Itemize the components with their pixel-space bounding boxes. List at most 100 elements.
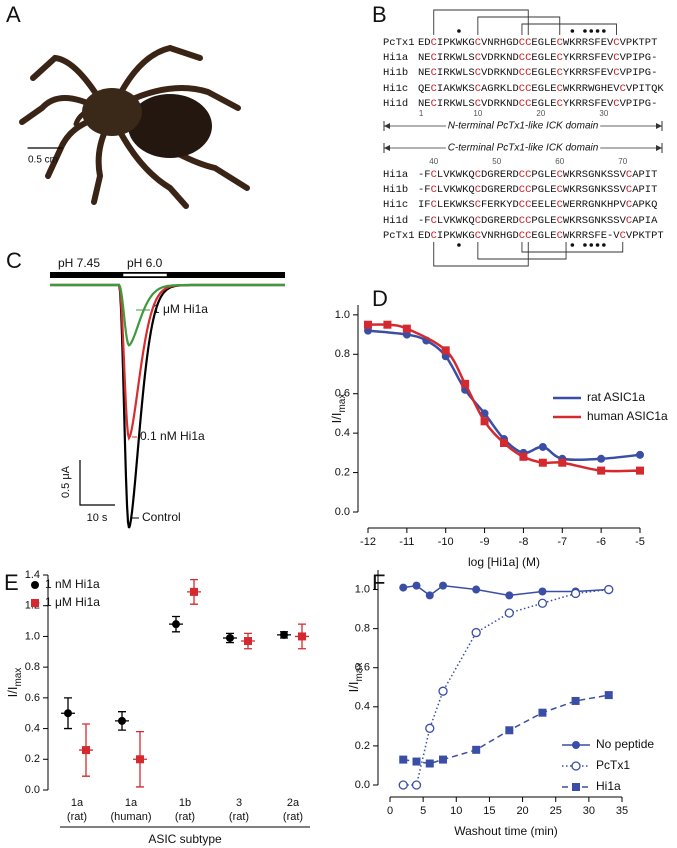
- residue: R: [575, 184, 582, 196]
- residue: V: [481, 52, 488, 64]
- residue: N: [594, 215, 600, 227]
- sequence: EDCIPKWKGCVNRHGDCCEGLECWKRRSFE-VCVPKTPT: [418, 230, 664, 242]
- residue: T: [645, 83, 651, 95]
- residue: C: [620, 230, 626, 242]
- residue: E: [424, 52, 430, 64]
- residue: W: [456, 52, 463, 64]
- marker: [441, 346, 450, 355]
- residue: Y: [563, 52, 570, 64]
- residue: V: [620, 98, 627, 110]
- residue: T: [651, 37, 657, 49]
- residue: G: [487, 184, 493, 196]
- sequence-name: Hi1a: [383, 169, 408, 181]
- residue: W: [563, 169, 570, 181]
- residue: A: [481, 83, 488, 95]
- x-tick-label: -5: [635, 536, 645, 548]
- marker: [504, 608, 514, 618]
- residue: E: [531, 52, 537, 64]
- dot: [570, 29, 575, 33]
- residue: V: [481, 230, 488, 242]
- residue: L: [544, 98, 550, 110]
- y-tick-label: 0.6: [355, 662, 370, 674]
- sequence: -FCLVKWKQCDGRERDCCPGLECWKRSGNKSSVCAPIA: [418, 215, 658, 227]
- residue: N: [594, 169, 600, 181]
- residue: R: [575, 67, 582, 79]
- residue: R: [582, 230, 589, 242]
- residue: R: [494, 199, 501, 211]
- marker: [480, 417, 489, 426]
- residue: S: [588, 230, 594, 242]
- residue: D: [424, 37, 430, 49]
- residue: C: [475, 215, 481, 227]
- residue: V: [607, 67, 614, 79]
- residue: G: [594, 83, 600, 95]
- residue: V: [607, 52, 614, 64]
- residue: R: [582, 67, 589, 79]
- residue: K: [657, 83, 664, 95]
- residue: R: [582, 199, 589, 211]
- dot: [589, 29, 594, 33]
- residue: V: [620, 199, 627, 211]
- residue: C: [525, 215, 531, 227]
- sequence-name: PcTx1: [383, 37, 415, 49]
- x-tick-label: 15: [483, 805, 495, 817]
- residue: K: [500, 199, 507, 211]
- residue: S: [468, 67, 474, 79]
- residue: H: [607, 199, 613, 211]
- marker: [398, 780, 408, 790]
- residue: G: [487, 215, 493, 227]
- residue: C: [557, 67, 563, 79]
- residue: C: [525, 184, 531, 196]
- residue: K: [462, 83, 469, 95]
- marker: [412, 581, 421, 590]
- residue: P: [443, 37, 449, 49]
- x-tick-note: (rat): [175, 811, 195, 823]
- residue: K: [569, 83, 576, 95]
- marker: [412, 757, 421, 766]
- x-tick-label: 20: [516, 805, 528, 817]
- residue: I: [645, 184, 651, 196]
- sequence-name: Hi1d: [383, 98, 408, 110]
- residue: G: [645, 67, 651, 79]
- residue: E: [531, 230, 537, 242]
- residue: C: [525, 169, 531, 181]
- marker: [425, 723, 435, 733]
- residue: R: [494, 83, 501, 95]
- residue: R: [494, 215, 501, 227]
- x-tick-label: 10: [450, 805, 462, 817]
- residue: C: [525, 83, 531, 95]
- residue: C: [475, 199, 481, 211]
- scale-bar-label: 10 s: [87, 512, 108, 524]
- y-tick-label: 0.2: [335, 466, 350, 478]
- residue: L: [544, 169, 550, 181]
- residue: K: [449, 98, 456, 110]
- marker: [505, 726, 514, 735]
- residue: A: [443, 83, 450, 95]
- residue: D: [512, 199, 518, 211]
- residue: R: [494, 184, 501, 196]
- residue-number: 30: [599, 109, 608, 118]
- residue: V: [481, 37, 488, 49]
- residue: D: [481, 215, 487, 227]
- sequence: QECIAKWKSCAGRKLDCCEGLECWKRRWGHEVCVPITQK: [418, 83, 664, 95]
- residue: R: [494, 169, 501, 181]
- y-tick-label: 0.4: [355, 701, 370, 713]
- legend-label: PcTx1: [596, 758, 630, 772]
- x-axis-label: Washout time (min): [454, 824, 558, 838]
- residue: I: [418, 199, 424, 211]
- residue: R: [506, 184, 513, 196]
- residue: -: [651, 52, 657, 64]
- residue: N: [506, 98, 512, 110]
- residue: C: [475, 184, 481, 196]
- residue: T: [651, 184, 657, 196]
- residue: Q: [468, 184, 474, 196]
- residue: D: [481, 184, 487, 196]
- x-tick-note: (rat): [67, 811, 87, 823]
- residue: E: [418, 37, 424, 49]
- disulfide-bond: [521, 242, 624, 253]
- residue: C: [475, 98, 481, 110]
- marker: [597, 454, 606, 463]
- residue: C: [525, 230, 531, 242]
- legend-label: Hi1a: [596, 779, 621, 793]
- marker: [118, 716, 126, 725]
